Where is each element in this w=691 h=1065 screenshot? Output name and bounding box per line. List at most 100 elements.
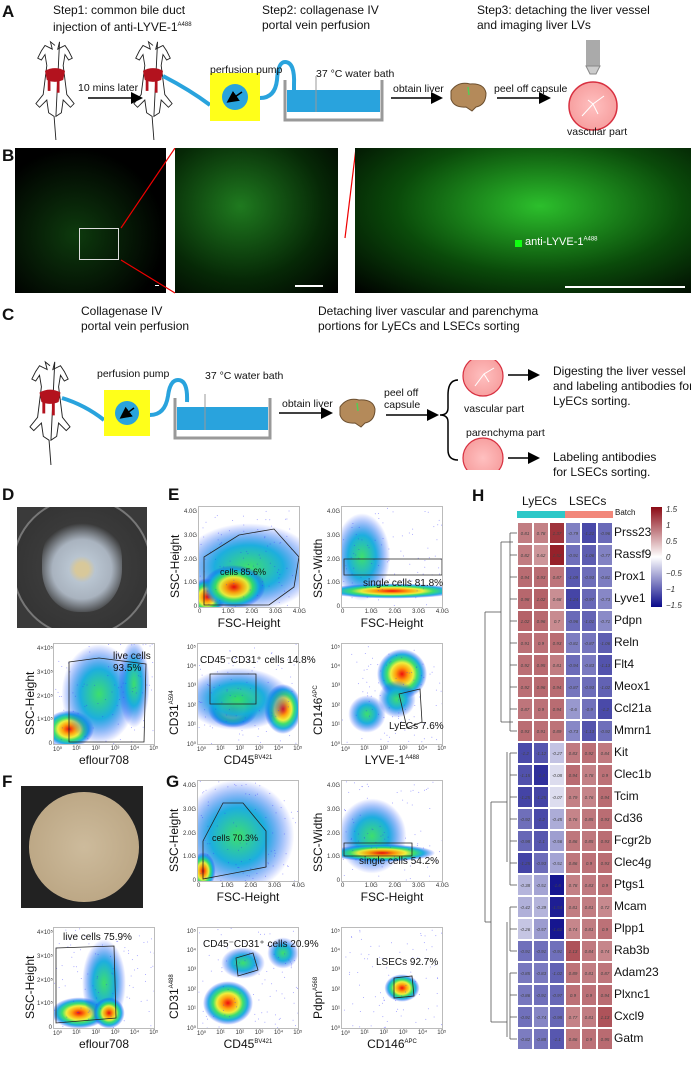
heatmap-cell: 0.94 — [597, 786, 613, 808]
x-tick-label: 10⁴ — [418, 1030, 427, 1036]
y-axis-label-sup: APC — [313, 685, 319, 697]
y-tick-label: 10⁴ — [181, 664, 196, 670]
gate-label-text: cells 70.3% — [212, 833, 258, 843]
label-peel-off-capsule: peel off capsule — [384, 387, 420, 411]
x-axis-label-text: CD45 — [224, 1037, 255, 1051]
heatmap-cell: -0.82 — [517, 1028, 533, 1050]
heatmap-cell: -0.91 — [533, 940, 549, 962]
heatmap-cell: -0.96 — [565, 610, 581, 632]
heatmap-cell: 0.9 — [581, 984, 597, 1006]
x-tick-label: 10⁵ — [149, 746, 158, 752]
y-axis-label-sup: A568 — [313, 977, 319, 991]
gene-label: Reln — [614, 635, 639, 649]
x-tick-label: 1.0G — [221, 883, 234, 889]
heatmap-cell: 0.9 — [581, 1028, 597, 1050]
panel-label-f: F — [2, 772, 12, 792]
x-tick-label: 0 — [197, 883, 200, 889]
y-tick-label: 4.0G — [325, 783, 340, 789]
x-axis-label-text: FSC-Height — [218, 616, 281, 630]
step1-title: Step1: common bile duct injection of anti… — [53, 3, 192, 35]
y-tick-label: 3.0G — [182, 533, 197, 539]
x-tick-label: 10² — [379, 1030, 388, 1036]
confocal-image-high-mag: anti-LYVE-1A488 — [355, 148, 691, 293]
heatmap-cell: 0.93 — [549, 632, 565, 654]
x-axis-label-text: eflour708 — [79, 1037, 129, 1051]
step3-title: Step3: detaching the liver vessel and ima… — [477, 3, 650, 33]
heatmap-cell: 0.81 — [581, 896, 597, 918]
y-axis-label-sup: A488 — [169, 974, 175, 988]
heatmap-cell: 0.85 — [581, 808, 597, 830]
heatmap-cell: 0.94 — [597, 984, 613, 1006]
heatmap-cell: -0.08 — [549, 764, 565, 786]
heatmap-cell: 0.87 — [517, 698, 533, 720]
heatmap-cell: -0.98 — [549, 1006, 565, 1028]
x-tick-label: 2.0G — [245, 609, 258, 615]
density-blob — [93, 997, 124, 1028]
heatmap-cell: 0.81 — [581, 1006, 597, 1028]
heatmap-cell: 0.94 — [517, 566, 533, 588]
heatmap-cell: -0.98 — [517, 830, 533, 852]
heatmap-cell: -0.83 — [581, 654, 597, 676]
heatmap-cell: 0.78 — [533, 522, 549, 544]
y-axis-label-sup: A594 — [169, 690, 175, 704]
heatmap-cell: -0.92 — [517, 808, 533, 830]
heatmap-cell: 0.86 — [565, 1028, 581, 1050]
heatmap-cell: -0.91 — [533, 984, 549, 1006]
heatmap-cell: -1.09 — [565, 566, 581, 588]
gate-label: CD45⁻CD31⁺ cells 14.8% — [200, 655, 316, 667]
gene-label: Clec4g — [614, 855, 651, 869]
x-axis-label: CD45BV421 — [197, 753, 299, 767]
gene-label: Prss23 — [614, 525, 651, 539]
x-tick-label: 0 — [341, 609, 344, 615]
y-tick-label: 10⁰ — [325, 741, 340, 748]
heatmap-cell: -0.83 — [533, 962, 549, 984]
panel-label-b: B — [2, 146, 14, 166]
y-axis-label: PdpnA568 — [311, 977, 325, 1019]
gate-label-text: LyECs 7.6% — [389, 721, 444, 732]
y-axis-label-text: SSC-Height — [167, 809, 181, 872]
gate-label-text: cells 85.6% — [220, 567, 266, 577]
label-water-bath: 37 °C water bath — [205, 370, 283, 382]
heatmap-cell: 0.9 — [597, 918, 613, 940]
heatmap-cell: -0.73 — [565, 720, 581, 742]
heatmap-cell: 0.9 — [565, 984, 581, 1006]
y-tick-label: 10⁵ — [325, 645, 340, 651]
x-tick-label: 10⁵ — [293, 1030, 302, 1036]
x-tick-label: 10⁵ — [437, 1030, 446, 1036]
gate-label-text: single cells 81.8% — [363, 578, 443, 589]
gene-label: Kit — [614, 745, 628, 759]
y-tick-label: 4.0G — [325, 509, 340, 515]
x-axis-label: CD45BV421 — [197, 1037, 299, 1051]
x-tick-label: 10⁵ — [293, 746, 302, 752]
label-water-bath: 37 °C water bath — [316, 68, 394, 80]
gene-label: Clec1b — [614, 767, 651, 781]
heatmap-cell: -0.88 — [533, 1028, 549, 1050]
y-axis-label-text: SSC-Width — [311, 539, 325, 598]
label-vascular-part: vascular part — [567, 126, 627, 138]
heatmap-cell: 0.83 — [565, 742, 581, 764]
batch-label: Batch — [615, 508, 635, 517]
gate-label-text: LSECs 92.7% — [376, 957, 438, 968]
c-title-right: Detaching liver vascular and parenchyma p… — [318, 304, 538, 334]
heatmap-cell: 1.52 — [549, 544, 565, 566]
y-tick-label: 3.0G — [325, 533, 340, 539]
heatmap-cell: 0.78 — [565, 874, 581, 896]
heatmap-cell: -0.07 — [549, 786, 565, 808]
heatmap-cell: -1.02 — [597, 676, 613, 698]
y-tick-label: 10² — [325, 703, 340, 709]
gene-label: Adam23 — [614, 965, 659, 979]
label-perfusion-pump: perfusion pump — [97, 368, 169, 380]
y-tick-label: 0 — [325, 604, 340, 610]
y-tick-label: 10² — [325, 987, 340, 993]
x-axis-label: FSC-Height — [197, 890, 299, 904]
gate-label: CD45⁻CD31⁺ cells 20.9% — [203, 939, 319, 951]
heatmap-cell: -0.73 — [597, 588, 613, 610]
x-tick-label: 10⁰ — [53, 746, 62, 753]
x-tick-label: 10³ — [111, 746, 120, 752]
c-output-lsecs: Labeling antibodies for LSECs sorting. — [553, 450, 656, 480]
heatmap-cell: 0.85 — [581, 830, 597, 852]
y-tick-label: 10⁴ — [325, 948, 340, 954]
colorbar-tick: −0.5 — [666, 569, 682, 578]
heatmap-cell: 0.94 — [549, 698, 565, 720]
heatmap-cell: 0.86 — [565, 830, 581, 852]
